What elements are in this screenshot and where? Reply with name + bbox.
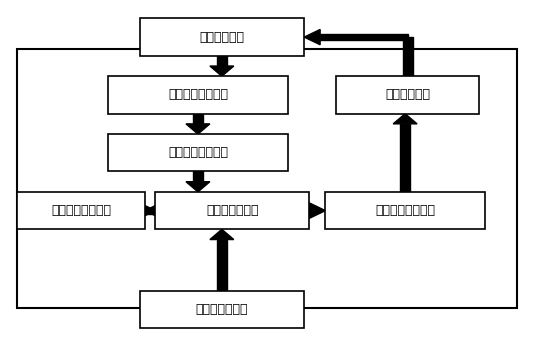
Text: 储能容量分配模块: 储能容量分配模块 (375, 204, 435, 217)
Text: 监控数据处理模块: 监控数据处理模块 (168, 88, 228, 102)
Text: 储能寿命估计模块: 储能寿命估计模块 (168, 146, 228, 159)
Bar (325, 192, 485, 229)
Bar (139, 291, 304, 328)
Bar (108, 76, 288, 114)
Bar (155, 192, 310, 229)
Bar (108, 134, 288, 172)
Text: 控制执行模块: 控制执行模块 (385, 88, 430, 102)
Bar (320, 34, 408, 40)
Bar (17, 192, 145, 229)
Text: 系统数据库模块: 系统数据库模块 (206, 204, 258, 217)
Polygon shape (186, 124, 210, 134)
Text: 储能监控系统: 储能监控系统 (199, 31, 245, 44)
Bar (217, 239, 226, 291)
Bar (217, 56, 226, 66)
Text: 风电场监控系统: 风电场监控系统 (195, 303, 248, 316)
Polygon shape (393, 114, 417, 124)
Bar (336, 76, 480, 114)
Bar (403, 37, 413, 76)
Polygon shape (210, 66, 234, 76)
Bar (139, 208, 161, 214)
Bar (193, 172, 203, 182)
Polygon shape (310, 203, 325, 218)
Bar (17, 49, 517, 308)
Polygon shape (304, 29, 320, 45)
Polygon shape (210, 229, 234, 239)
Polygon shape (186, 182, 210, 192)
Bar (193, 114, 203, 124)
Bar (139, 19, 304, 56)
Text: 图形用户界面模块: 图形用户界面模块 (51, 204, 111, 217)
Polygon shape (145, 203, 161, 218)
Bar (400, 124, 410, 192)
Polygon shape (139, 203, 155, 218)
